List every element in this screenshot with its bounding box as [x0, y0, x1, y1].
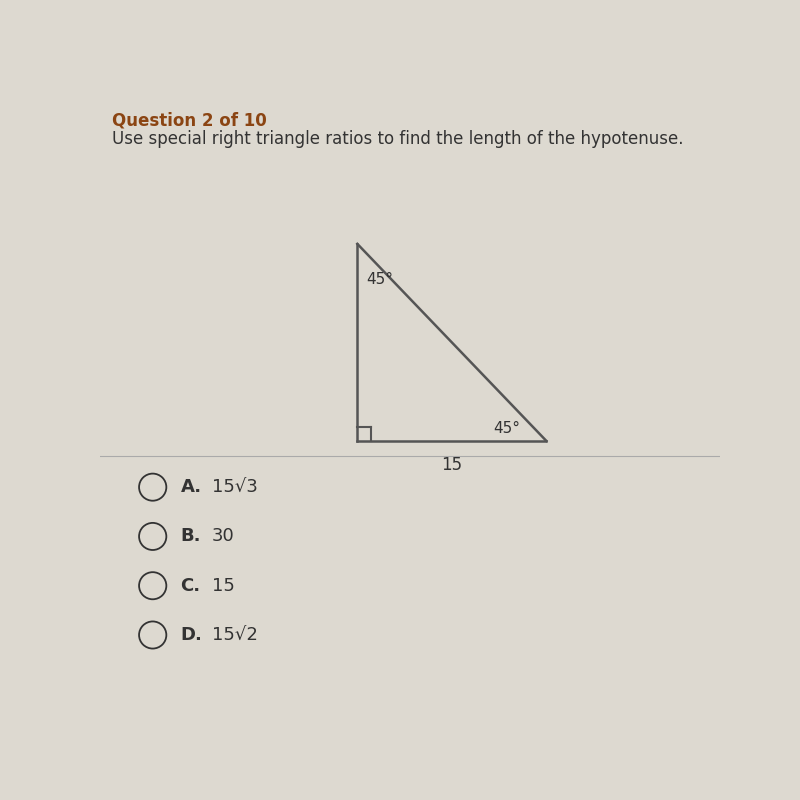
Text: C.: C.	[181, 577, 201, 594]
Text: B.: B.	[181, 527, 201, 546]
Text: A.: A.	[181, 478, 202, 496]
Text: 15: 15	[211, 577, 234, 594]
Text: D.: D.	[181, 626, 202, 644]
Text: 45°: 45°	[366, 271, 393, 286]
Text: 15: 15	[442, 456, 462, 474]
Text: 45°: 45°	[494, 421, 521, 436]
Text: 15√3: 15√3	[211, 478, 258, 496]
Text: 15√2: 15√2	[211, 626, 258, 644]
Text: 30: 30	[211, 527, 234, 546]
Text: Question 2 of 10: Question 2 of 10	[112, 111, 267, 130]
Text: Use special right triangle ratios to find the length of the hypotenuse.: Use special right triangle ratios to fin…	[112, 130, 684, 148]
